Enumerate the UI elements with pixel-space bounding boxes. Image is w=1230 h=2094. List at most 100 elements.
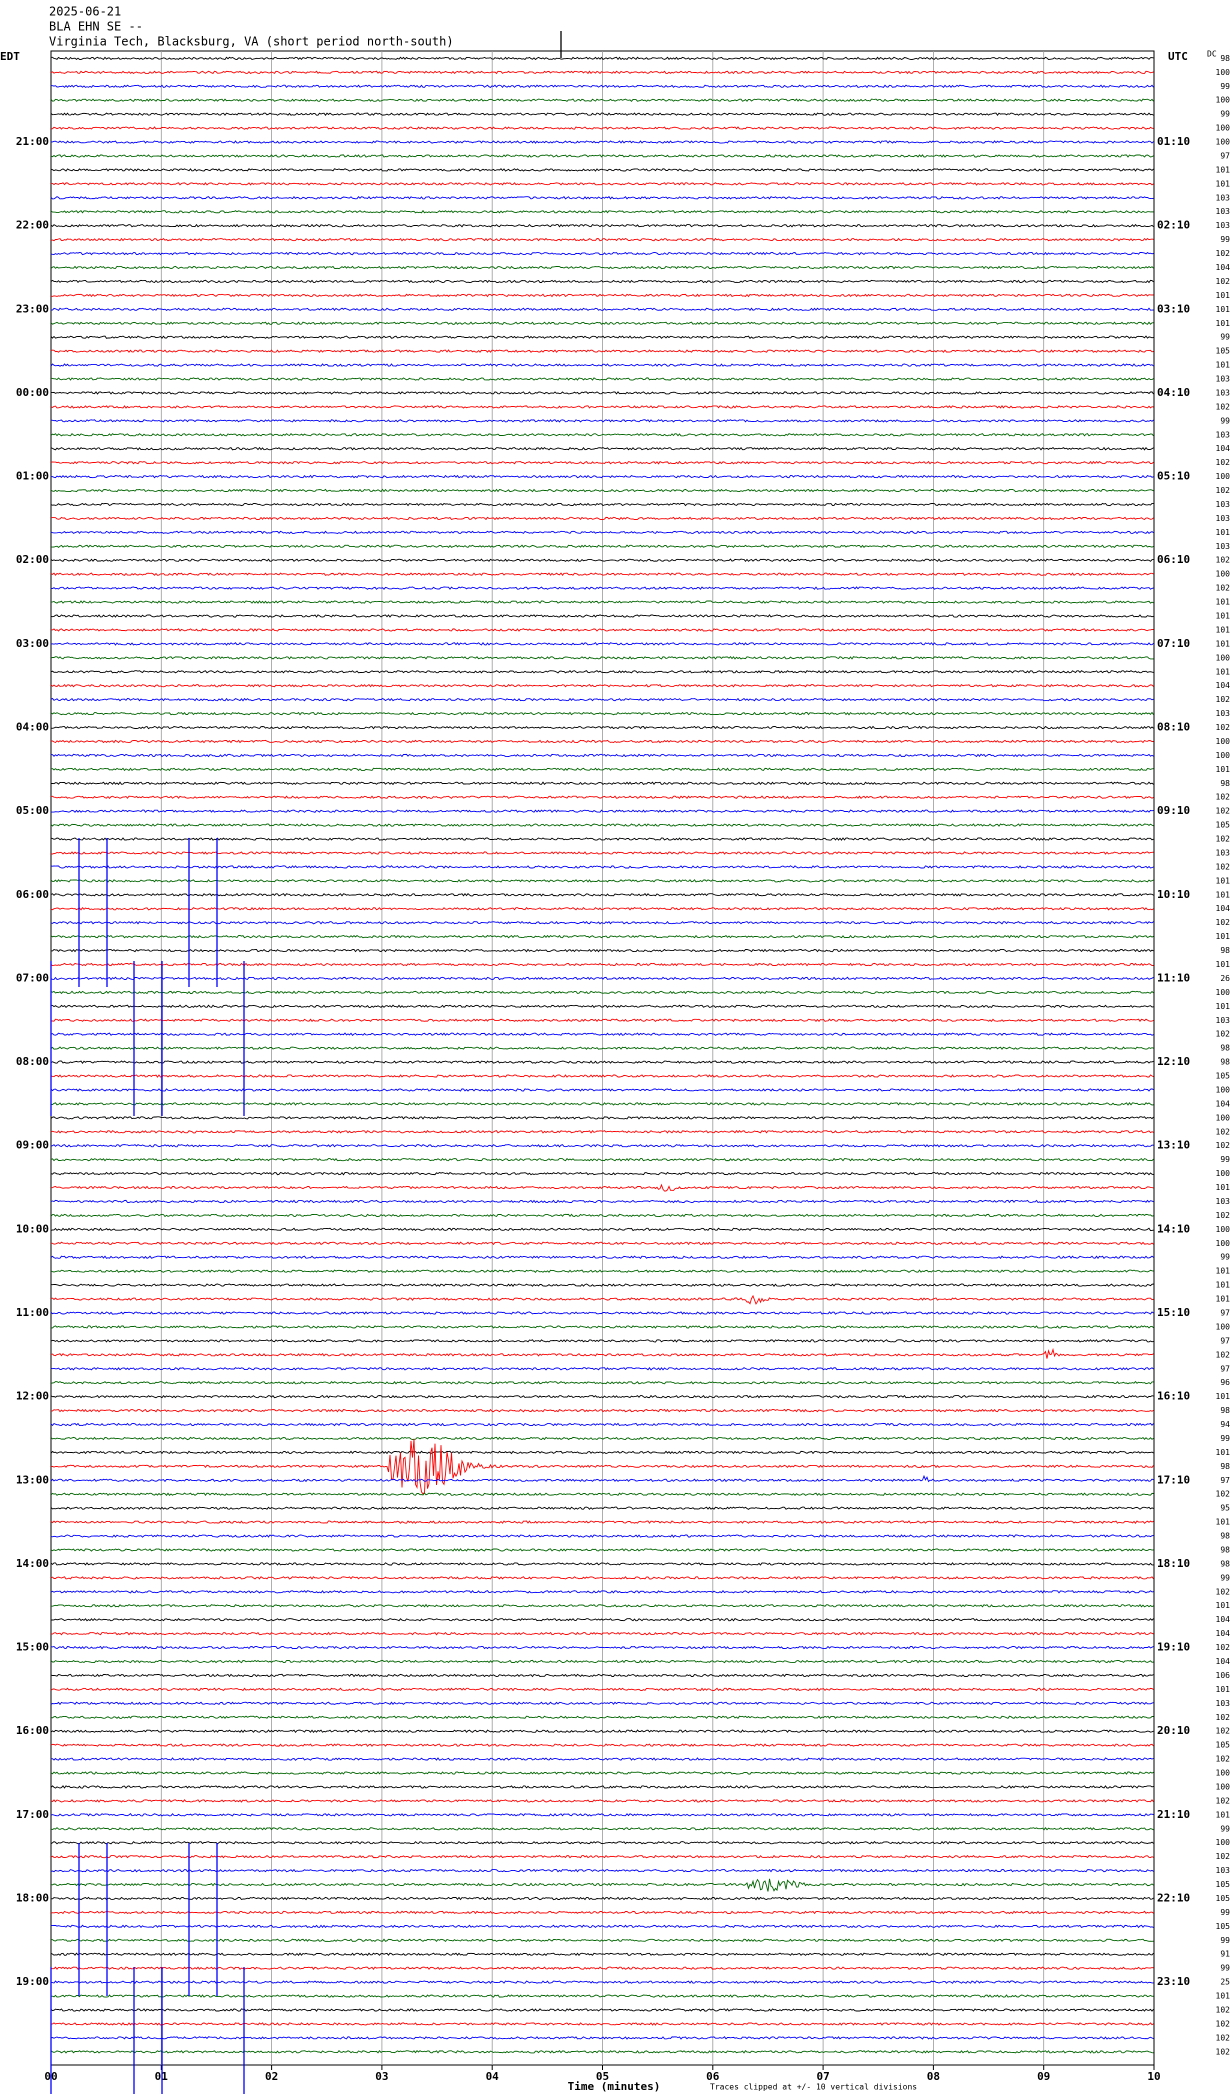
trace bbox=[51, 56, 1154, 61]
trace bbox=[50, 920, 1154, 925]
dc-value: 105 bbox=[1216, 1072, 1230, 1081]
dc-value: 101 bbox=[1216, 639, 1230, 648]
left-axis-title: EDT bbox=[0, 50, 20, 63]
dc-value: 103 bbox=[1216, 542, 1230, 551]
dc-value: 100 bbox=[1216, 1085, 1230, 1094]
trace bbox=[50, 1492, 1154, 1497]
trace bbox=[50, 1422, 1154, 1427]
trace bbox=[50, 349, 1154, 353]
dc-value: 102 bbox=[1216, 1643, 1230, 1652]
trace bbox=[50, 837, 1154, 841]
edt-label: 14:00 bbox=[16, 1557, 49, 1570]
utc-label: 03:10 bbox=[1157, 302, 1190, 315]
trace bbox=[50, 1562, 1154, 1566]
trace bbox=[50, 70, 1154, 75]
trace bbox=[50, 1631, 1154, 1636]
trace bbox=[51, 948, 1154, 953]
utc-label: 15:10 bbox=[1157, 1306, 1190, 1319]
trace bbox=[50, 446, 1154, 451]
dc-value: 103 bbox=[1216, 514, 1230, 523]
trace bbox=[50, 1687, 1154, 1692]
edt-label: 16:00 bbox=[16, 1724, 49, 1737]
dc-value: 102 bbox=[1216, 1587, 1230, 1596]
utc-label: 11:10 bbox=[1157, 971, 1190, 984]
trace bbox=[50, 1771, 1154, 1775]
trace bbox=[50, 1520, 1154, 1524]
trace bbox=[50, 1910, 1154, 1915]
trace bbox=[50, 321, 1154, 326]
trace bbox=[50, 1659, 1154, 1664]
dc-value: 99 bbox=[1220, 82, 1230, 91]
dc-value: 97 bbox=[1220, 1309, 1230, 1318]
edt-label: 18:00 bbox=[16, 1891, 49, 1904]
trace bbox=[50, 1938, 1154, 1943]
trace bbox=[50, 126, 1154, 130]
trace bbox=[50, 154, 1154, 158]
utc-label: 21:10 bbox=[1157, 1808, 1190, 1821]
utc-label: 20:10 bbox=[1157, 1724, 1190, 1737]
trace bbox=[50, 1785, 1154, 1789]
trace bbox=[50, 1924, 1154, 1929]
trace bbox=[51, 1994, 1154, 1998]
dc-value: 104 bbox=[1216, 444, 1230, 453]
edt-label: 00:00 bbox=[16, 386, 49, 399]
trace bbox=[50, 1701, 1154, 1706]
trace bbox=[50, 168, 1154, 172]
dc-value: 99 bbox=[1220, 416, 1230, 425]
trace bbox=[50, 293, 1154, 298]
trace bbox=[51, 1183, 1154, 1192]
utc-label: 04:10 bbox=[1157, 386, 1190, 399]
dc-value: 103 bbox=[1216, 1016, 1230, 1025]
dc-value: 102 bbox=[1216, 2006, 1230, 2015]
trace bbox=[50, 405, 1154, 409]
edt-label: 23:00 bbox=[16, 302, 49, 315]
dc-value: 103 bbox=[1216, 375, 1230, 384]
dc-value: 98 bbox=[1220, 779, 1230, 788]
right-axis-title: UTC bbox=[1168, 50, 1188, 63]
dc-value: 103 bbox=[1216, 709, 1230, 718]
trace bbox=[50, 1074, 1154, 1078]
utc-label: 23:10 bbox=[1157, 1975, 1190, 1988]
trace bbox=[51, 1603, 1154, 1608]
edt-label: 05:00 bbox=[16, 804, 49, 817]
trace bbox=[50, 572, 1154, 576]
dc-value: 102 bbox=[1216, 723, 1230, 732]
trace bbox=[50, 628, 1154, 632]
dc-value: 100 bbox=[1216, 1782, 1230, 1791]
dc-value: 99 bbox=[1220, 1434, 1230, 1443]
dc-value: 105 bbox=[1216, 1922, 1230, 1931]
dc-value: 102 bbox=[1216, 807, 1230, 816]
trace bbox=[50, 1157, 1154, 1162]
utc-label: 12:10 bbox=[1157, 1055, 1190, 1068]
dc-value: 102 bbox=[1216, 1490, 1230, 1499]
dc-value: 96 bbox=[1220, 1378, 1230, 1387]
dc-value: 101 bbox=[1216, 1685, 1230, 1694]
edt-label: 21:00 bbox=[16, 135, 49, 148]
dc-value: 98 bbox=[1220, 1545, 1230, 1554]
edt-label: 01:00 bbox=[16, 470, 49, 483]
trace bbox=[50, 1004, 1154, 1009]
trace bbox=[50, 990, 1154, 995]
utc-label: 22:10 bbox=[1157, 1891, 1190, 1904]
dc-value: 100 bbox=[1216, 1113, 1230, 1122]
dc-value: 101 bbox=[1216, 291, 1230, 300]
dc-value: 102 bbox=[1216, 402, 1230, 411]
x-axis-label: Time (minutes) bbox=[568, 2080, 661, 2093]
dc-value: 102 bbox=[1216, 1755, 1230, 1764]
trace bbox=[50, 84, 1154, 89]
dc-value: 102 bbox=[1216, 1211, 1230, 1220]
trace bbox=[50, 502, 1154, 507]
dc-value: 95 bbox=[1220, 1504, 1230, 1513]
dc-value: 103 bbox=[1216, 1197, 1230, 1206]
dc-value: 100 bbox=[1216, 1225, 1230, 1234]
dc-value: 105 bbox=[1216, 1741, 1230, 1750]
dc-value: 102 bbox=[1216, 695, 1230, 704]
dc-value: 99 bbox=[1220, 235, 1230, 244]
dc-value: 100 bbox=[1216, 472, 1230, 481]
trace bbox=[50, 711, 1154, 716]
trace bbox=[50, 697, 1154, 702]
trace bbox=[50, 558, 1154, 563]
dc-value: 101 bbox=[1216, 612, 1230, 621]
trace bbox=[50, 1227, 1154, 1232]
utc-label: 02:10 bbox=[1157, 219, 1190, 232]
